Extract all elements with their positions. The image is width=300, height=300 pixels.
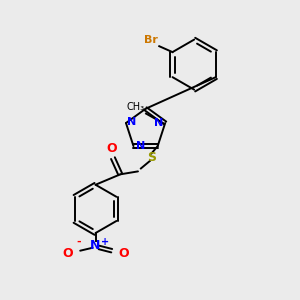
Text: O: O: [62, 247, 73, 260]
Text: N: N: [128, 117, 137, 128]
Text: S: S: [147, 151, 156, 164]
Text: CH₃: CH₃: [126, 102, 145, 112]
Text: N: N: [136, 141, 145, 151]
Text: +: +: [101, 237, 110, 247]
Text: N: N: [154, 118, 163, 128]
Text: -: -: [76, 237, 81, 247]
Text: O: O: [118, 247, 129, 260]
Text: N: N: [90, 239, 101, 252]
Text: O: O: [106, 142, 117, 155]
Text: Br: Br: [144, 35, 158, 45]
